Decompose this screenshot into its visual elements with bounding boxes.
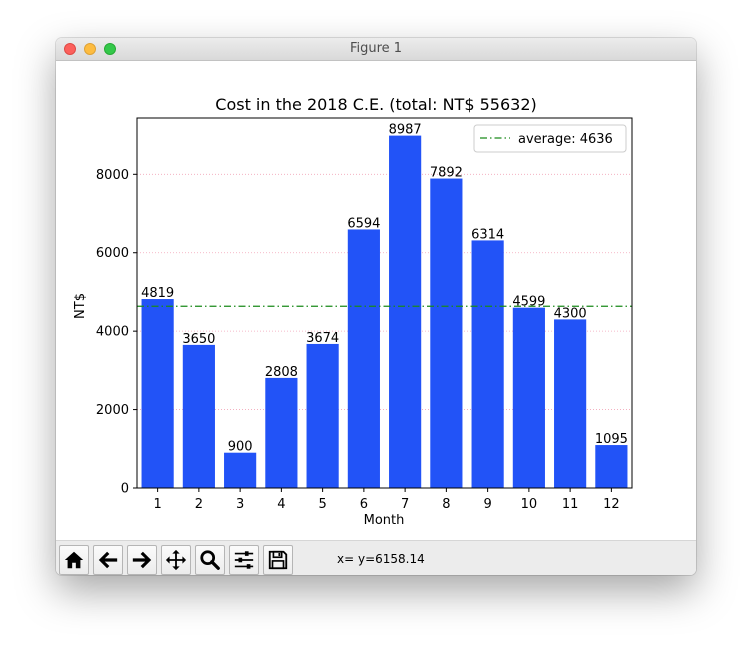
bar — [141, 299, 174, 488]
figure-canvas[interactable]: 0 2000 4000 6000 8000 1 2 3 4 5 6 7 8 9 10 11 12 4819 365… — [56, 61, 696, 540]
bar-value-label: 3650 — [182, 332, 215, 347]
bar-value-label: 4300 — [554, 306, 587, 321]
x-axis-label: Month — [364, 513, 405, 528]
axes-frame — [136, 117, 633, 489]
data-labels: 4819 3650 900 2808 3674 6594 8987 7892 6314 4599 4… — [141, 123, 628, 455]
pan-button[interactable] — [161, 545, 191, 575]
y-tick-label: 2000 — [96, 403, 129, 418]
y-axis-label: NT$ — [73, 293, 88, 319]
bar-value-label: 6314 — [471, 227, 504, 242]
floppy-disk-icon — [268, 550, 288, 570]
x-tick-label: 10 — [521, 497, 538, 512]
navigation-toolbar: x= y=6158.14 — [56, 540, 696, 575]
forward-button[interactable] — [127, 545, 157, 575]
sliders-icon — [234, 551, 254, 569]
minimize-window-button[interactable] — [84, 43, 96, 55]
bar — [224, 452, 257, 488]
save-button[interactable] — [263, 545, 293, 575]
title-bar: Figure 1 — [56, 38, 696, 61]
x-tick-label: 1 — [153, 497, 161, 512]
bar-value-label: 2808 — [265, 365, 298, 380]
y-tick-label: 6000 — [96, 246, 129, 261]
configure-subplots-button[interactable] — [229, 545, 259, 575]
cursor-coordinates: x= y=6158.14 — [337, 552, 425, 566]
bar-value-label: 8987 — [389, 123, 422, 138]
x-tick-label: 11 — [562, 497, 579, 512]
legend: average: 4636 — [473, 124, 627, 153]
bar-value-label: 7892 — [430, 166, 463, 181]
y-tick-label: 4000 — [96, 325, 129, 340]
figure-window: Figure 1 0 2000 4000 6000 8000 1 2 3 4 5 6 7 8 9 10 11 1… — [56, 38, 696, 575]
bar — [265, 377, 298, 488]
x-tick-label: 5 — [318, 497, 326, 512]
y-tick-label: 0 — [121, 482, 129, 497]
bar — [389, 135, 422, 488]
legend-box — [473, 124, 627, 153]
bar-value-label: 1095 — [595, 432, 628, 447]
back-button[interactable] — [93, 545, 123, 575]
home-icon — [64, 551, 84, 569]
bar-value-label: 900 — [228, 440, 253, 455]
x-tick-label: 12 — [603, 497, 620, 512]
bar — [595, 445, 628, 488]
home-button[interactable] — [59, 545, 89, 575]
y-tick-label: 8000 — [96, 168, 129, 183]
window-title: Figure 1 — [349, 41, 403, 56]
bar — [554, 319, 587, 488]
bar-value-label: 4599 — [512, 295, 545, 310]
bar-value-label: 3674 — [306, 331, 339, 346]
bar — [347, 229, 380, 489]
legend-average-label: average: 4636 — [518, 132, 613, 147]
close-window-button[interactable] — [64, 43, 76, 55]
bar — [182, 344, 215, 488]
x-tick-label: 9 — [483, 497, 491, 512]
bar-value-label: 4819 — [141, 286, 174, 301]
x-tick-label: 6 — [360, 497, 368, 512]
bar — [512, 307, 545, 488]
chart-title: Cost in the 2018 C.E. (total: NT$ 55632) — [215, 95, 536, 114]
arrow-right-icon — [132, 551, 152, 569]
bars — [141, 135, 628, 489]
bar — [430, 178, 463, 488]
arrow-left-icon — [98, 551, 118, 569]
x-tick-label: 3 — [236, 497, 244, 512]
x-tick-label: 2 — [195, 497, 203, 512]
x-tick-label: 4 — [277, 497, 285, 512]
bar — [471, 240, 504, 488]
bar-value-label: 6594 — [347, 216, 380, 231]
x-tick-label: 7 — [401, 497, 409, 512]
move-icon — [165, 549, 187, 571]
zoom-button[interactable] — [195, 545, 225, 575]
zoom-window-button[interactable] — [104, 43, 116, 55]
x-tick-label: 8 — [442, 497, 450, 512]
magnifier-icon — [200, 550, 220, 570]
bar — [306, 343, 339, 488]
